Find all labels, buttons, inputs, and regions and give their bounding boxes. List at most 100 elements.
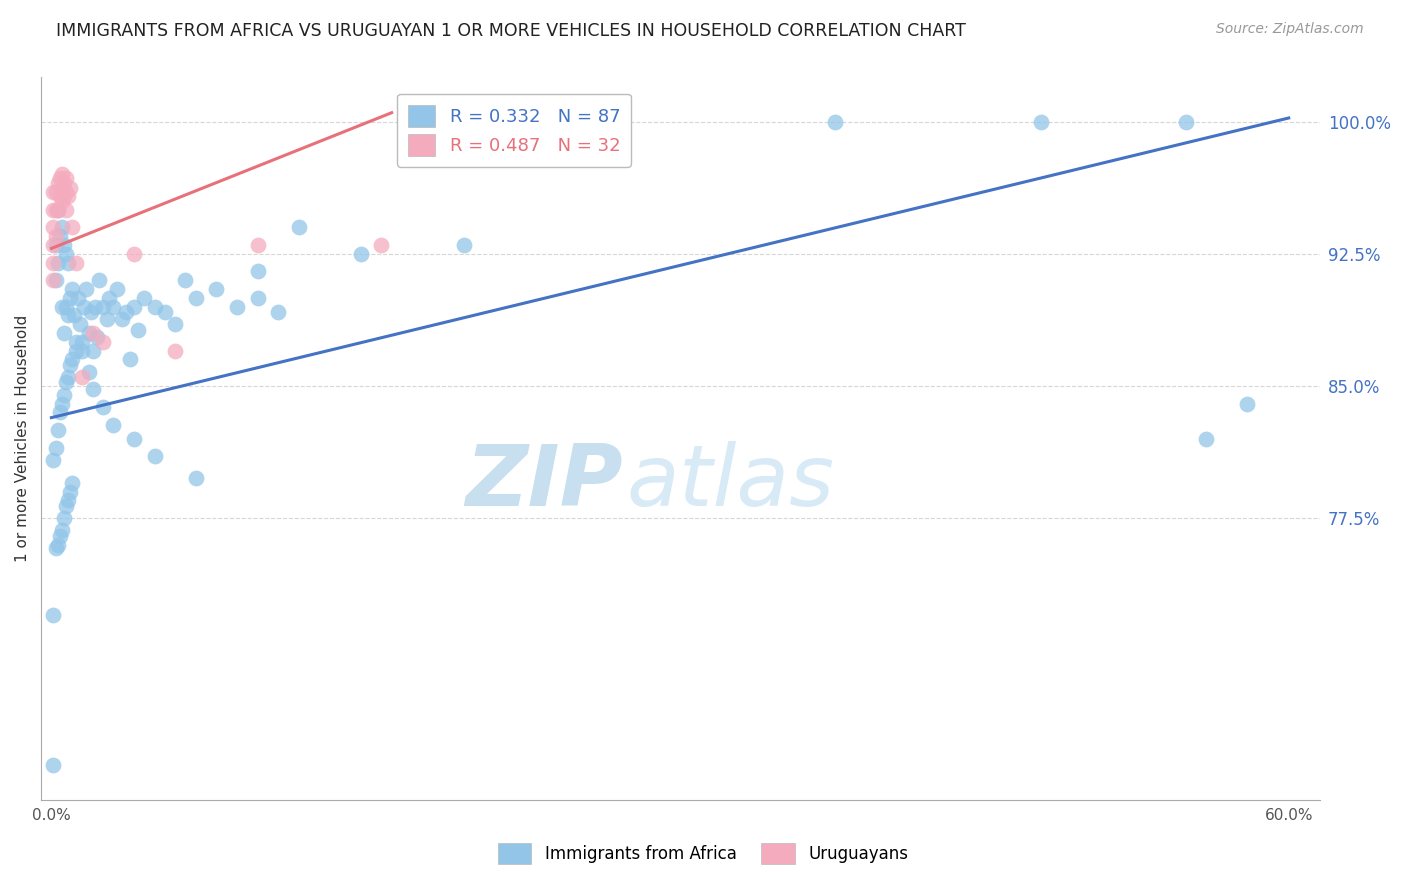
Point — [1195, 432, 1218, 446]
Text: IMMIGRANTS FROM AFRICA VS URUGUAYAN 1 OR MORE VEHICLES IN HOUSEHOLD CORRELATION : IMMIGRANTS FROM AFRICA VS URUGUAYAN 1 OR… — [56, 22, 966, 40]
Point — [82, 343, 104, 358]
Point — [69, 317, 91, 331]
Point — [60, 220, 83, 235]
Point — [52, 511, 75, 525]
Point — [56, 370, 79, 384]
Point — [134, 291, 156, 305]
Point — [118, 352, 141, 367]
Point — [42, 758, 65, 772]
Point — [122, 432, 145, 446]
Point — [52, 238, 75, 252]
Point — [45, 441, 67, 455]
Point — [48, 170, 70, 185]
Point — [42, 185, 65, 199]
Point — [96, 312, 118, 326]
Point — [226, 300, 249, 314]
Point — [51, 396, 73, 410]
Point — [165, 317, 187, 331]
Point — [55, 300, 77, 314]
Point — [1236, 396, 1258, 410]
Legend: Immigrants from Africa, Uruguayans: Immigrants from Africa, Uruguayans — [491, 837, 915, 871]
Point — [56, 255, 79, 269]
Point — [122, 300, 145, 314]
Point — [48, 405, 70, 419]
Point — [127, 322, 149, 336]
Point — [65, 343, 87, 358]
Point — [86, 329, 108, 343]
Point — [52, 326, 75, 340]
Point — [55, 170, 77, 185]
Point — [55, 246, 77, 260]
Point — [67, 291, 90, 305]
Point — [82, 326, 104, 340]
Point — [46, 202, 69, 217]
Point — [48, 529, 70, 543]
Point — [77, 365, 100, 379]
Point — [288, 220, 311, 235]
Point — [42, 453, 65, 467]
Point — [174, 273, 197, 287]
Text: atlas: atlas — [627, 441, 835, 524]
Point — [45, 202, 67, 217]
Point — [184, 470, 207, 484]
Point — [52, 176, 75, 190]
Point — [143, 450, 166, 464]
Point — [114, 305, 136, 319]
Point — [60, 352, 83, 367]
Legend: R = 0.332   N = 87, R = 0.487   N = 32: R = 0.332 N = 87, R = 0.487 N = 32 — [398, 94, 631, 167]
Point — [453, 238, 475, 252]
Point — [246, 264, 269, 278]
Point — [46, 176, 69, 190]
Point — [60, 475, 83, 490]
Point — [91, 400, 114, 414]
Text: Source: ZipAtlas.com: Source: ZipAtlas.com — [1216, 22, 1364, 37]
Point — [63, 309, 86, 323]
Point — [77, 326, 100, 340]
Point — [122, 246, 145, 260]
Point — [72, 343, 94, 358]
Point — [42, 255, 65, 269]
Point — [55, 499, 77, 513]
Point — [72, 370, 94, 384]
Point — [59, 484, 82, 499]
Point — [110, 312, 132, 326]
Point — [46, 255, 69, 269]
Point — [45, 185, 67, 199]
Point — [51, 524, 73, 538]
Point — [55, 376, 77, 390]
Point — [42, 273, 65, 287]
Point — [56, 188, 79, 202]
Point — [60, 282, 83, 296]
Point — [87, 273, 110, 287]
Point — [52, 188, 75, 202]
Point — [45, 238, 67, 252]
Point — [165, 343, 187, 358]
Point — [42, 220, 65, 235]
Point — [42, 202, 65, 217]
Point — [46, 537, 69, 551]
Point — [370, 238, 392, 252]
Point — [824, 114, 846, 128]
Point — [45, 541, 67, 555]
Point — [246, 291, 269, 305]
Point — [56, 309, 79, 323]
Point — [350, 246, 373, 260]
Point — [76, 282, 98, 296]
Point — [103, 417, 125, 432]
Point — [48, 188, 70, 202]
Point — [46, 202, 69, 217]
Point — [205, 282, 228, 296]
Point — [42, 608, 65, 623]
Point — [52, 388, 75, 402]
Point — [46, 423, 69, 437]
Point — [1031, 114, 1053, 128]
Point — [153, 305, 176, 319]
Point — [107, 282, 129, 296]
Point — [267, 305, 290, 319]
Point — [73, 300, 96, 314]
Point — [184, 291, 207, 305]
Point — [72, 334, 94, 349]
Point — [103, 300, 125, 314]
Y-axis label: 1 or more Vehicles in Household: 1 or more Vehicles in Household — [15, 315, 30, 563]
Point — [82, 383, 104, 397]
